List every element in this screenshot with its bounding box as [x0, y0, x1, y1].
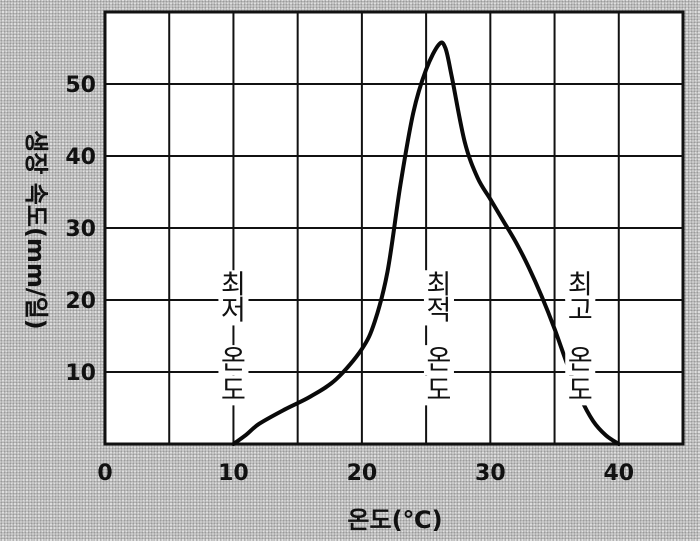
x-tick-label: 0: [97, 461, 112, 486]
tick-labels: 0 10 20 30 40 10 20 30 40 50: [65, 73, 634, 486]
annotation-bg: [423, 270, 454, 301]
annotation-char: 온: [568, 345, 593, 376]
y-tick-label: 30: [65, 217, 96, 242]
y-tick-label: 20: [65, 289, 96, 314]
y-axis-label: 생장 속도(mm/일): [22, 130, 50, 329]
y-tick-label: 50: [65, 73, 96, 98]
annotation-char: 도: [221, 375, 246, 406]
annotation-char: 저: [221, 295, 246, 326]
annotation-char: 고: [568, 295, 593, 326]
annotation-bg: [218, 375, 249, 406]
annotation-char: 도: [568, 375, 593, 406]
x-tick-label: 30: [475, 461, 506, 486]
annotation-bg: [423, 345, 454, 376]
annotation-char: 적: [427, 295, 452, 326]
x-tick-label: 10: [218, 461, 249, 486]
x-axis-label: 온도(℃): [347, 506, 442, 534]
annotation-bg: [423, 375, 454, 406]
annotation-char: 온: [221, 345, 246, 376]
annotation-bg: [423, 295, 454, 326]
annotation-bg: [565, 295, 596, 326]
annotation-char: 온: [427, 345, 452, 376]
x-tick-label: 40: [603, 461, 634, 486]
y-tick-label: 40: [65, 145, 96, 170]
annotation-bg: [565, 345, 596, 376]
series-layer: [231, 40, 621, 446]
annotation-char: 도: [427, 375, 452, 406]
x-tick-label: 20: [347, 461, 378, 486]
annotation-bg: [565, 375, 596, 406]
annotation-bg: [218, 295, 249, 326]
y-tick-label: 10: [65, 361, 96, 386]
annotation-bg: [218, 345, 249, 376]
series-line: [231, 40, 621, 446]
plot-border: [103, 10, 685, 446]
annotation-bg: [565, 270, 596, 301]
annotation-bg: [218, 270, 249, 301]
